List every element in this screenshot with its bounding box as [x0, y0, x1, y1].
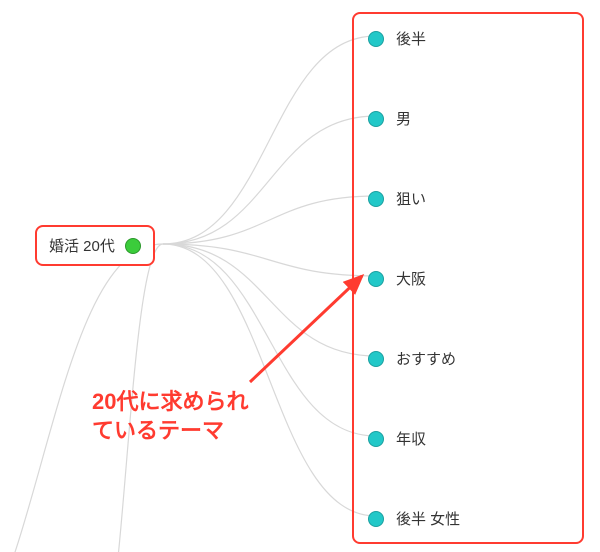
child-label: 後半 [396, 28, 426, 49]
root-node: 婚活 20代 [35, 225, 155, 266]
child-dot [368, 511, 384, 527]
child-dot [368, 351, 384, 367]
child-node: 狙い [368, 188, 426, 209]
child-node: 後半 [368, 28, 426, 49]
child-label: 狙い [396, 188, 426, 209]
child-label: おすすめ [396, 348, 456, 369]
child-node: 大阪 [368, 268, 426, 289]
root-dot [125, 238, 141, 254]
child-dot [368, 431, 384, 447]
child-label: 大阪 [396, 268, 426, 289]
child-dot [368, 31, 384, 47]
child-node: 後半 女性 [368, 508, 460, 529]
child-node: 男 [368, 108, 411, 129]
child-label: 年収 [396, 428, 426, 449]
root-label: 婚活 20代 [49, 235, 115, 256]
child-label: 男 [396, 108, 411, 129]
annotation-line1: 20代に求められ [92, 388, 248, 417]
child-node: おすすめ [368, 348, 456, 369]
child-node: 年収 [368, 428, 426, 449]
annotation-text: 20代に求められ ているテーマ [92, 388, 248, 445]
child-dot [368, 111, 384, 127]
child-dot [368, 271, 384, 287]
annotation-line2: ているテーマ [92, 417, 248, 446]
child-label: 後半 女性 [396, 508, 460, 529]
child-dot [368, 191, 384, 207]
